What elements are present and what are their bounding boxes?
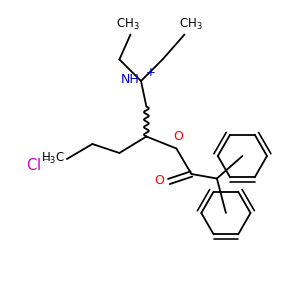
Text: NH: NH [121, 73, 140, 86]
Text: O: O [154, 173, 164, 187]
Text: O: O [173, 130, 183, 143]
Text: CH$_3$: CH$_3$ [179, 17, 203, 32]
Text: Cl$^-$: Cl$^-$ [26, 157, 52, 173]
Text: CH$_3$: CH$_3$ [116, 17, 140, 32]
Text: H$_3$C: H$_3$C [41, 151, 65, 166]
Text: +: + [146, 66, 155, 79]
